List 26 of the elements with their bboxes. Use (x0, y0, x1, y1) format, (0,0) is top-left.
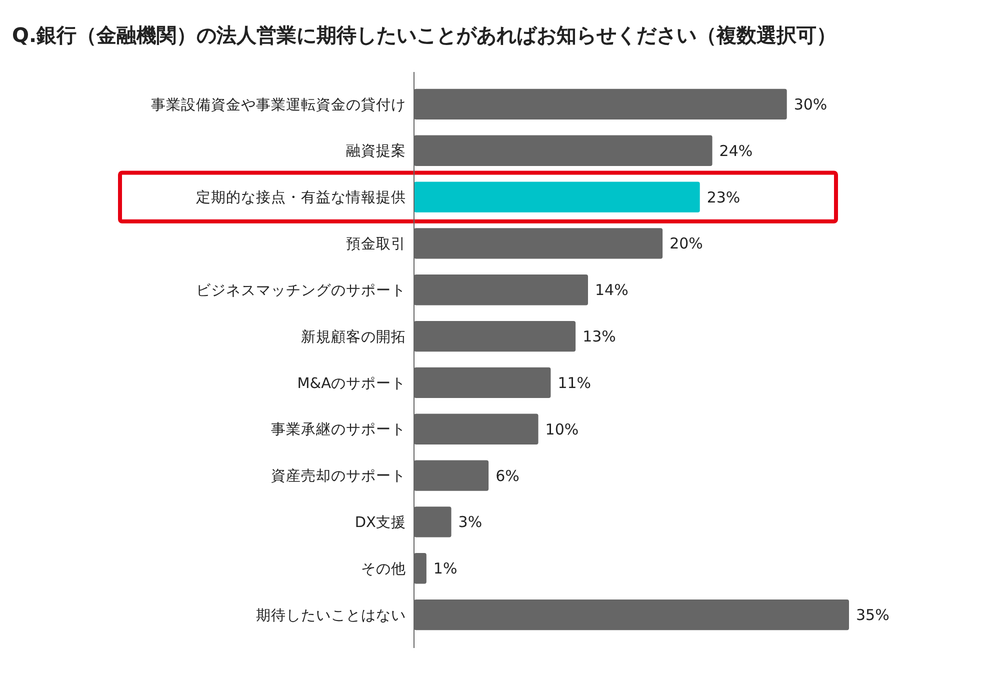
y-tick-label: 定期的な接点・有益な情報提供 (196, 189, 406, 206)
data-label: 10% (545, 420, 579, 438)
data-label: 35% (856, 606, 890, 624)
data-label: 30% (794, 95, 828, 114)
y-tick-label: 事業設備資金や事業運転資金の貸付け (151, 96, 406, 114)
data-label: 20% (670, 234, 703, 253)
data-label: 11% (558, 374, 592, 392)
y-tick-label: DX支援 (354, 514, 406, 532)
data-label: 24% (719, 142, 753, 160)
y-tick-label: 新規顧客の開拓 (301, 328, 406, 346)
data-label: 23% (706, 188, 740, 206)
data-label: 13% (582, 328, 616, 346)
y-tick-label: 事業承継のサポート (271, 421, 406, 438)
data-label: 6% (496, 466, 520, 485)
y-tick-label: 預金取引 (346, 236, 406, 253)
y-tick-label: ビジネスマッチングのサポート (196, 282, 406, 299)
y-tick-label: 期待したいことはない (256, 606, 406, 624)
y-tick-label: その他 (361, 560, 406, 578)
y-tick-label: 資産売却のサポート (271, 468, 406, 485)
y-tick-label: M&Aのサポート (297, 376, 406, 392)
data-label: 14% (595, 281, 628, 300)
y-tick-label: 融資提案 (346, 142, 406, 160)
bar (414, 182, 700, 212)
data-label: 1% (433, 560, 458, 578)
chart-title: Q.銀行（金融機関）の法人営業に期待したいことがあればお知らせください（複数選択可） (12, 23, 837, 47)
data-label: 3% (458, 513, 482, 532)
